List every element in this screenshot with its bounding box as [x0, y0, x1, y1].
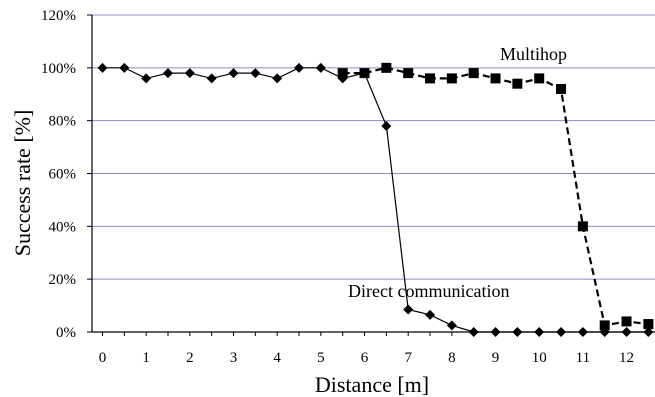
data-point-direct-communication: [228, 68, 239, 79]
annotation-multihop: Multihop: [500, 44, 567, 64]
y-tick-label: 20%: [49, 272, 77, 288]
x-tick-label: 11: [576, 350, 590, 366]
data-point-direct-communication: [250, 68, 261, 79]
data-point-multihop: [403, 68, 414, 79]
x-tick-label: 8: [448, 350, 456, 366]
data-point-direct-communication: [643, 327, 654, 337]
x-axis-title: Distance [m]: [315, 372, 429, 397]
y-tick-label: 100%: [41, 61, 76, 77]
x-tick-label: 7: [404, 350, 412, 366]
data-point-multihop: [512, 78, 523, 89]
x-tick-label: 2: [186, 350, 194, 366]
data-point-direct-communication: [163, 68, 174, 79]
data-point-multihop: [621, 316, 632, 327]
x-tick-label: 4: [273, 350, 281, 366]
data-point-direct-communication: [206, 73, 217, 84]
x-tick-label: 5: [317, 350, 325, 366]
data-point-direct-communication: [97, 62, 108, 73]
y-tick-label: 120%: [41, 8, 76, 24]
data-point-multihop: [556, 83, 567, 94]
y-axis-title: Success rate [%]: [10, 110, 35, 257]
x-tick-label: 12: [619, 350, 634, 366]
data-point-direct-communication: [446, 320, 457, 331]
x-tick-label: 6: [361, 350, 369, 366]
data-point-direct-communication: [556, 327, 567, 337]
series-markers: [97, 62, 654, 337]
data-point-multihop: [468, 68, 479, 79]
data-point-direct-communication: [119, 62, 130, 73]
data-point-direct-communication: [512, 327, 523, 337]
data-point-direct-communication: [403, 304, 414, 315]
data-point-direct-communication: [534, 327, 545, 337]
data-point-direct-communication: [621, 327, 632, 337]
x-tick-labels: 0 1 2 3 4 5 6 7 8 9 10 11 12: [99, 350, 634, 366]
data-point-direct-communication: [184, 68, 195, 79]
data-point-direct-communication: [294, 62, 305, 73]
y-tick-label: 40%: [49, 219, 77, 235]
x-tick-label: 1: [142, 350, 150, 366]
data-point-direct-communication: [272, 73, 283, 84]
data-point-multihop: [446, 73, 457, 84]
data-point-direct-communication: [381, 120, 392, 131]
y-tick-label: 60%: [49, 167, 77, 183]
annotation-direct-communication: Direct communication: [348, 281, 509, 301]
data-point-direct-communication: [468, 327, 479, 337]
data-point-direct-communication: [425, 309, 436, 320]
x-tick-label: 9: [492, 350, 500, 366]
data-point-multihop: [359, 68, 370, 79]
data-point-multihop: [337, 68, 348, 79]
data-point-direct-communication: [577, 327, 588, 337]
gridlines: [92, 14, 655, 280]
y-tick-labels: 0% 20% 40% 60% 80% 100% 120%: [41, 8, 76, 341]
x-tick-label: 10: [532, 350, 547, 366]
data-point-direct-communication: [141, 73, 152, 84]
data-point-direct-communication: [315, 62, 326, 73]
y-tick-label: 80%: [49, 114, 77, 130]
data-point-direct-communication: [490, 327, 501, 337]
data-point-multihop: [381, 62, 392, 73]
x-tick-label: 0: [99, 350, 107, 366]
data-point-multihop: [534, 73, 545, 84]
data-point-multihop: [643, 319, 654, 330]
data-point-multihop: [490, 73, 501, 84]
data-point-multihop: [577, 221, 588, 232]
data-point-multihop: [425, 73, 436, 84]
y-tick-label: 0%: [56, 325, 76, 341]
data-point-multihop: [599, 320, 610, 331]
x-tick-label: 3: [230, 350, 238, 366]
